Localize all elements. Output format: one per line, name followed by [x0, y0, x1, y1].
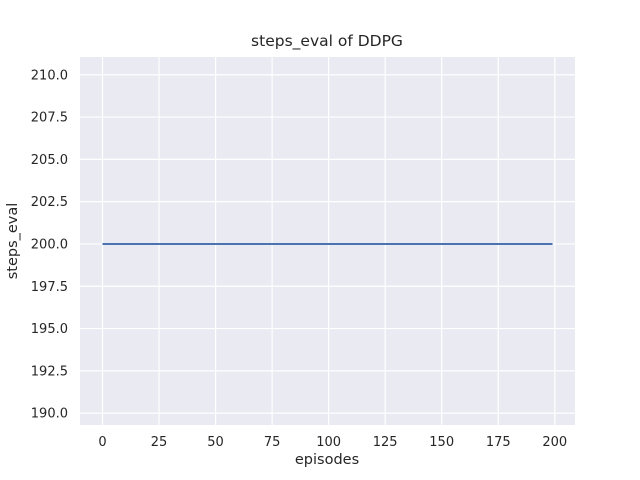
x-tick-label: 25	[151, 435, 168, 450]
y-tick-label: 202.5	[31, 195, 68, 210]
y-tick-label: 210.0	[31, 68, 68, 83]
y-tick-label: 192.5	[31, 364, 68, 379]
y-tick-label: 205.0	[31, 153, 68, 168]
x-tick-label: 200	[542, 435, 567, 450]
x-tick-label: 125	[373, 435, 398, 450]
x-tick-label: 75	[264, 435, 281, 450]
x-axis-label: episodes	[294, 452, 360, 468]
x-tick-label: 100	[316, 435, 341, 450]
y-tick-label: 207.5	[31, 111, 68, 126]
x-tick-label: 150	[429, 435, 454, 450]
x-tick-label: 175	[486, 435, 511, 450]
y-tick-label: 190.0	[31, 407, 68, 422]
y-tick-label: 200.0	[31, 237, 68, 252]
y-tick-label: 197.5	[31, 280, 68, 295]
y-tick-label: 195.0	[31, 322, 68, 337]
x-tick-label: 50	[207, 435, 224, 450]
axes-background	[80, 57, 575, 425]
x-tick-label: 0	[98, 435, 106, 450]
chart-title: steps_eval of DDPG	[251, 32, 403, 50]
